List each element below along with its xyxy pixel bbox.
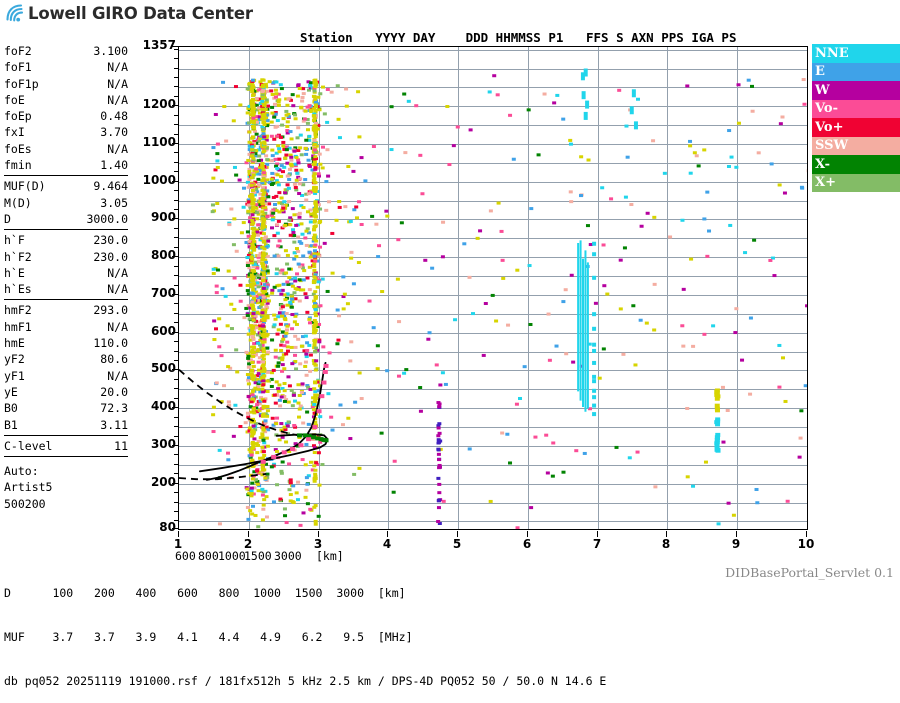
legend-item-label: SSW [815,138,848,153]
divider [4,229,128,230]
divider [4,456,128,457]
station-header-line1: Station YYYY DAY DDD HHMMSS P1 FFS S AXN… [300,31,737,44]
ionogram-plot[interactable] [178,46,808,530]
autoscale-program: Artist5 [4,479,52,495]
legend-item-label: NNE [815,46,849,61]
divider [4,299,128,300]
legend-item-label: Vo- [815,101,838,116]
table-row: M(D)3.05 [4,195,128,211]
legend-item-label: X+ [815,175,836,190]
legend-item-w[interactable]: W [812,81,900,100]
legend-item-x-[interactable]: X+ [812,174,900,193]
footer-info: D 100 200 400 600 800 1000 1500 3000 [km… [4,557,606,703]
footer-file-row: db pq052 20251119 191000.rsf / 181fx512h… [4,674,606,689]
plot-svg [179,47,807,529]
x-axis-tick-label: 10 [798,537,815,551]
giro-wifi-arc-icon [4,3,26,23]
plot-canvas[interactable] [179,47,807,529]
legend-item-vo-[interactable]: Vo+ [812,118,900,137]
x-axis-tick-label: 8 [662,537,670,551]
x-axis-tick-label: 5 [453,537,461,551]
legend-item-label: Vo+ [815,120,843,135]
y-axis-ticks [170,46,178,530]
divider [4,175,128,176]
servlet-version: DIDBasePortal_Servlet 0.1 [725,565,894,580]
legend-item-e[interactable]: E [812,63,900,82]
brand-title: Lowell GIRO Data Center [28,4,253,23]
autoscale-version: 500200 [4,496,52,512]
autoscale-info: Auto: Artist5 500200 [4,463,52,512]
legend-item-vo-[interactable]: Vo- [812,100,900,119]
divider [4,435,128,436]
table-row: MUF(D)9.464 [4,178,128,194]
legend-item-label: E [815,64,825,79]
legend-item-nne[interactable]: NNE [812,44,900,63]
autoscale-label: Auto: [4,463,52,479]
x-axis-tick-label: 9 [732,537,740,551]
footer-muf-row: MUF 3.7 3.7 3.9 4.1 4.4 4.9 6.2 9.5 [MHz… [4,630,606,645]
legend-item-x-[interactable]: X- [812,155,900,174]
legend-item-label: W [815,83,830,98]
x-axis-tick-label: 7 [593,537,601,551]
x-axis-tick-label: 4 [383,537,391,551]
legend-item-label: X- [815,157,830,172]
brand-logo: Lowell GIRO Data Center [4,3,253,23]
x-axis-tick-label: 6 [523,537,531,551]
footer-distance-row: D 100 200 400 600 800 1000 1500 3000 [km… [4,586,606,601]
legend-item-ssw[interactable]: SSW [812,137,900,156]
